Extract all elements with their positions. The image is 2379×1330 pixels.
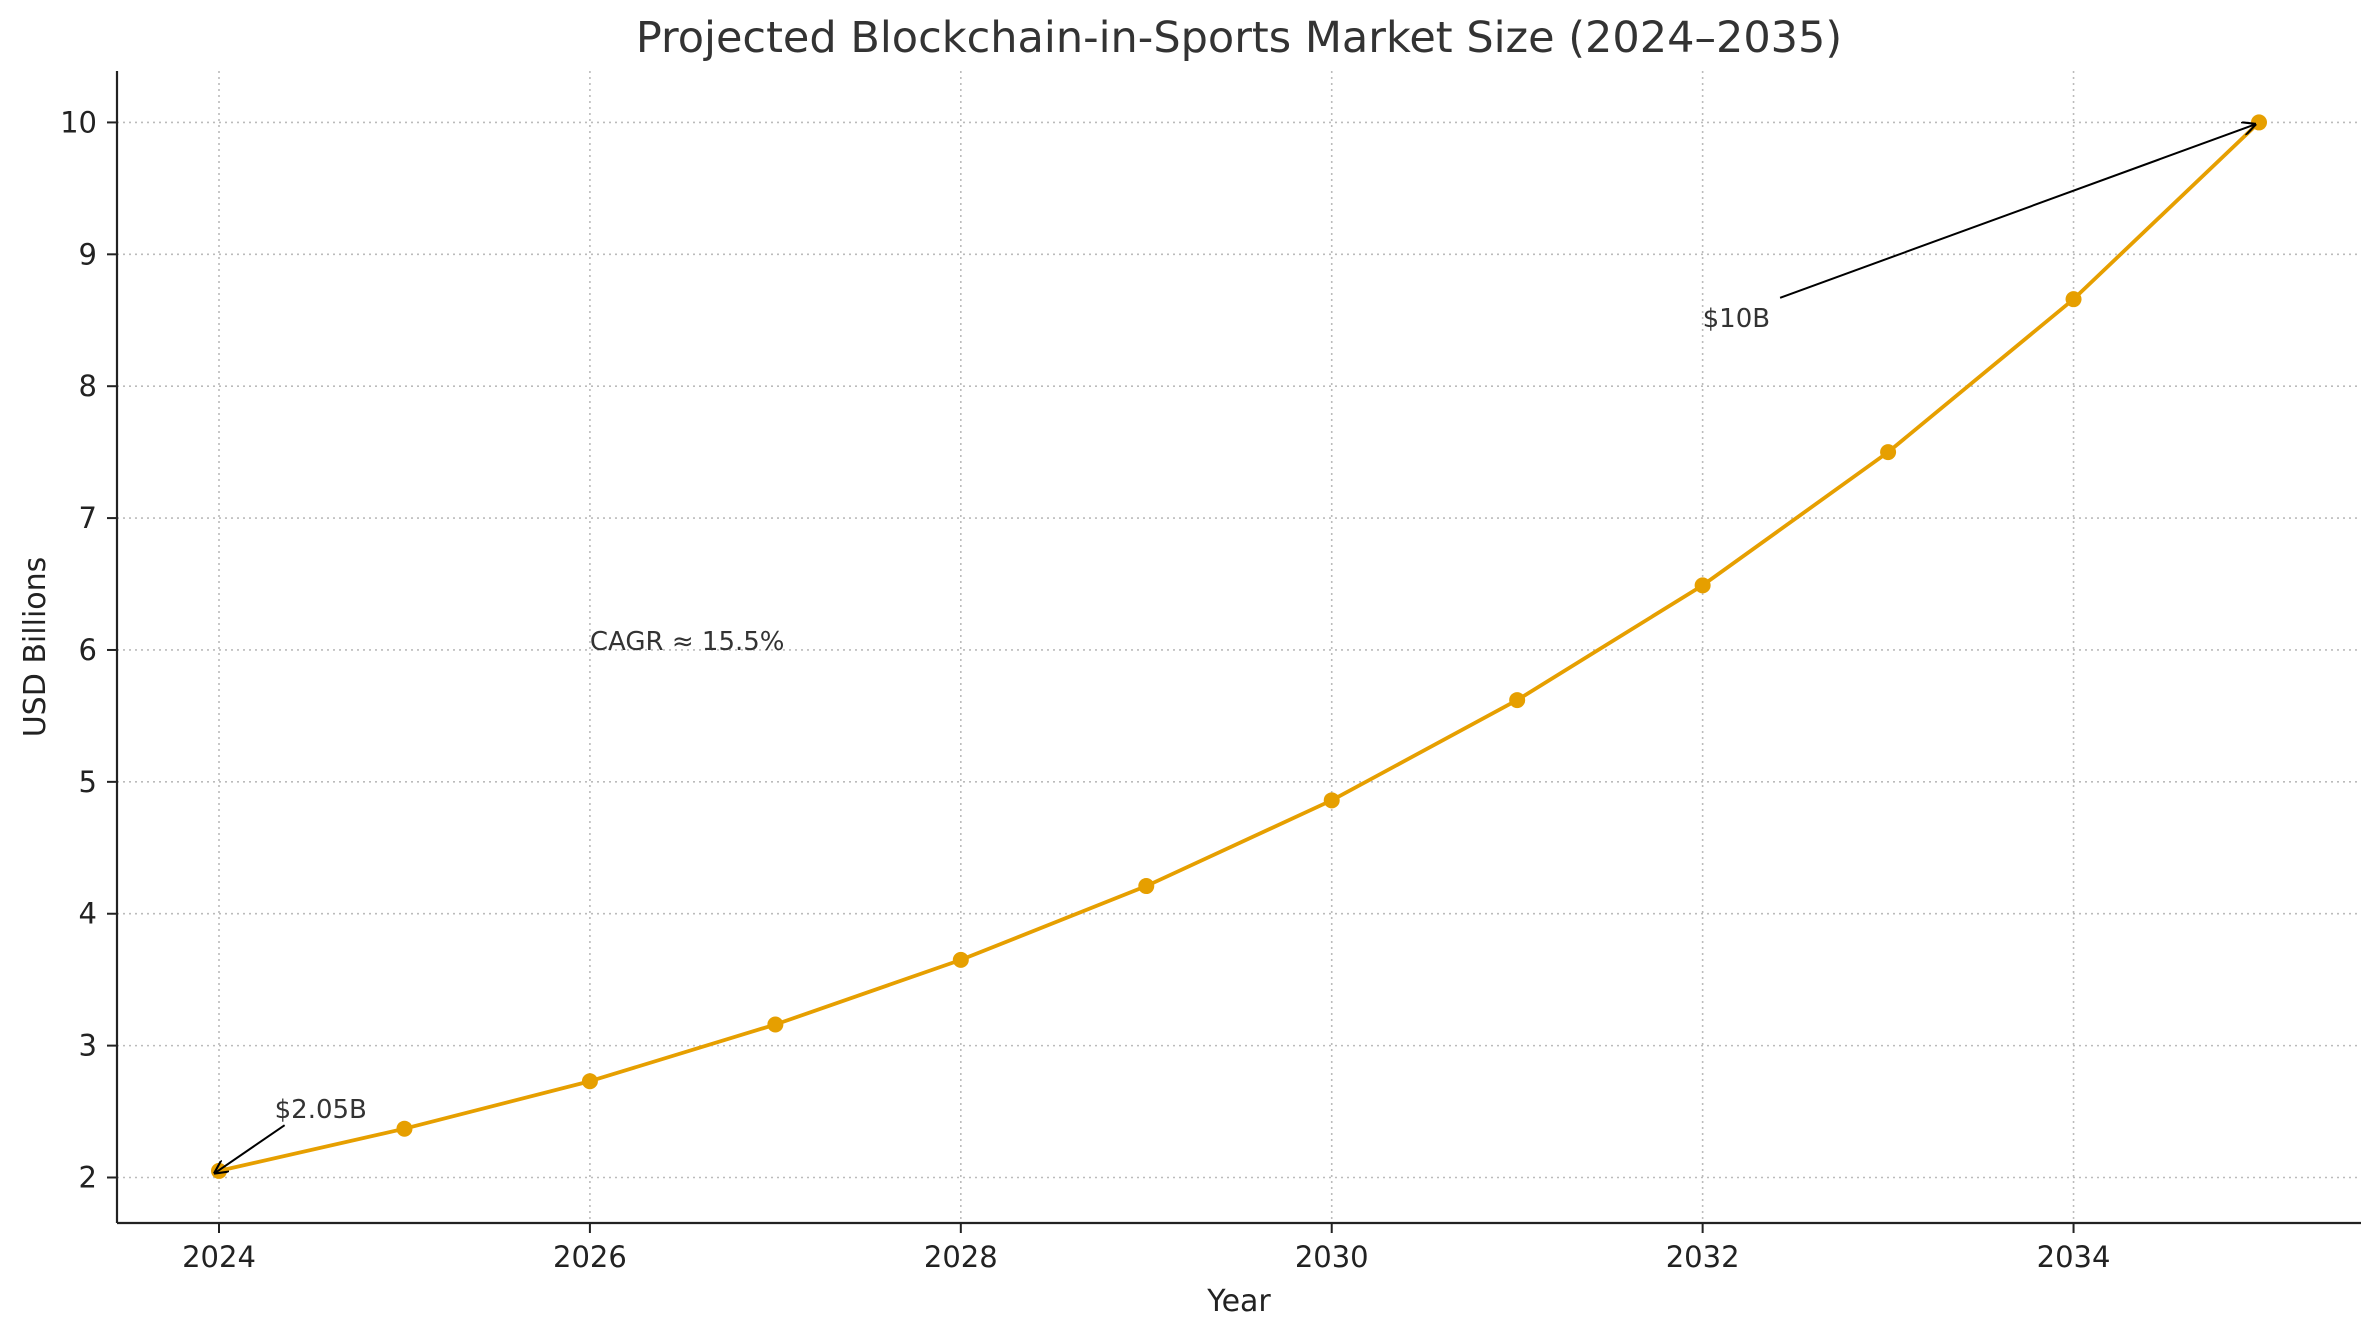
annotation-label: $2.05B <box>275 1095 367 1125</box>
series-polyline <box>218 121 2261 1173</box>
y-axis-label: USD Billions <box>18 557 53 738</box>
y-tick-label: 5 <box>79 765 97 799</box>
data-point <box>2251 114 2267 131</box>
x-tick-label: 2032 <box>1666 1240 1740 1274</box>
annotations: $2.05B $10B CAGR ≈ 15.5% <box>215 124 2255 1172</box>
data-point <box>1509 692 1526 709</box>
y-tick-label: 6 <box>79 633 97 667</box>
data-point <box>2065 291 2082 308</box>
x-tick-label: 2028 <box>924 1240 998 1274</box>
series-line <box>211 114 2267 1179</box>
x-tick-label: 2030 <box>1295 1240 1369 1274</box>
x-tick-label: 2026 <box>553 1240 627 1274</box>
data-point <box>767 1016 784 1033</box>
x-axis-label: Year <box>1206 1284 1271 1319</box>
data-point <box>1694 577 1711 594</box>
y-tick-label: 9 <box>79 237 97 271</box>
y-tick-label: 4 <box>79 897 97 931</box>
y-tick-label: 7 <box>79 501 97 535</box>
data-point <box>952 951 969 968</box>
annotation-arrow <box>1779 124 2255 299</box>
data-point <box>581 1073 598 1090</box>
annotation-label: $10B <box>1703 304 1770 334</box>
data-point <box>396 1120 413 1137</box>
y-tick-label: 3 <box>79 1029 97 1063</box>
y-tick-label: 8 <box>79 369 97 403</box>
data-point <box>1880 444 1897 461</box>
data-point <box>1138 878 1155 895</box>
y-tick-label: 2 <box>79 1161 97 1195</box>
chart-title: Projected Blockchain-in-Sports Market Si… <box>636 13 1842 63</box>
grid <box>117 71 2361 1223</box>
y-tick-label: 10 <box>60 105 97 139</box>
x-tick-label: 2034 <box>2037 1240 2111 1274</box>
data-point <box>1323 792 1340 809</box>
annotation-label: CAGR ≈ 15.5% <box>590 627 785 657</box>
x-tick-label: 2024 <box>182 1240 256 1274</box>
axes: 2024 2026 2028 2030 2032 2034 2 3 4 5 6 7 8 9 10 <box>60 71 2361 1274</box>
annotation-arrow <box>215 1124 286 1173</box>
